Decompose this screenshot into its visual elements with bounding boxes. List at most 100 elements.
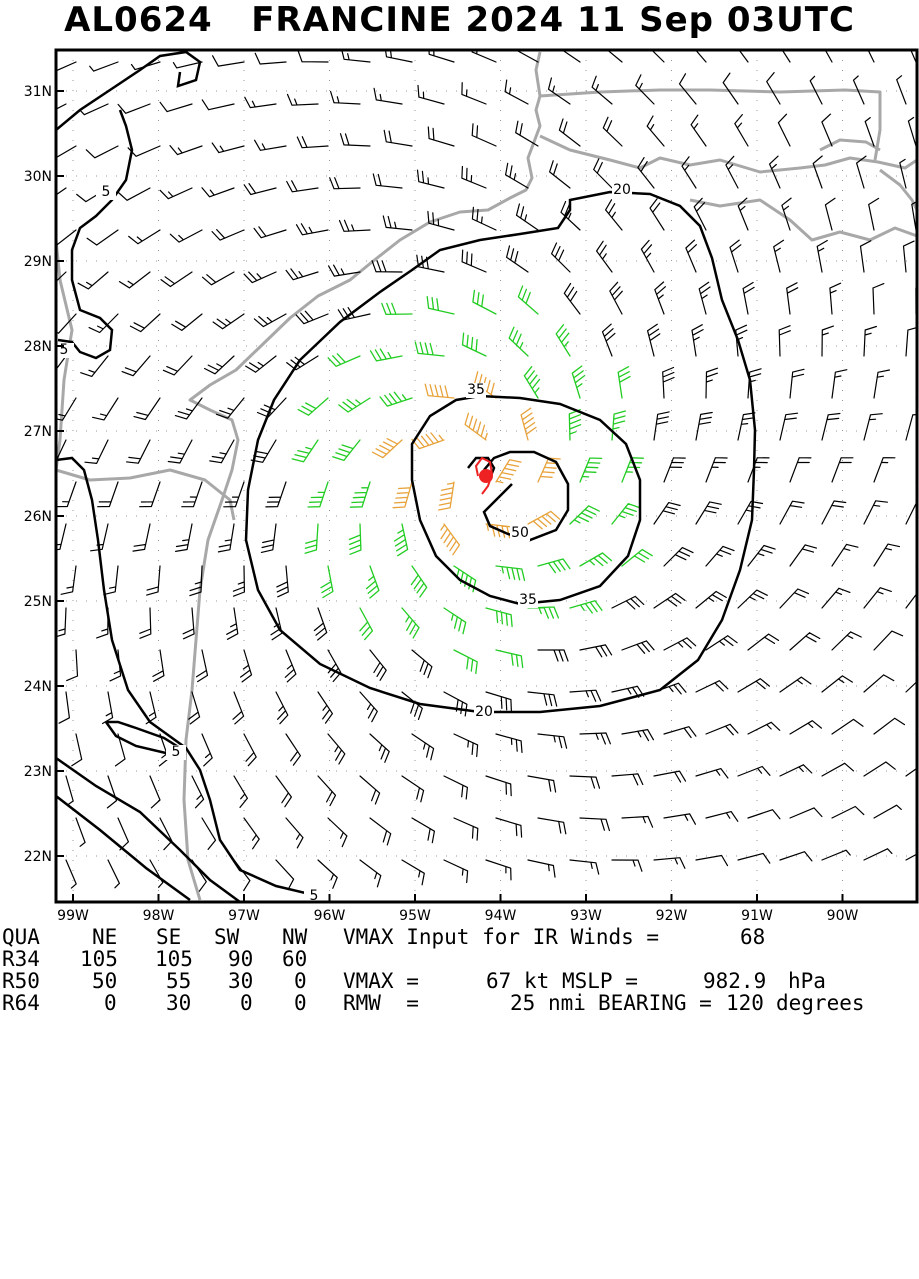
wind-barb (317, 775, 337, 807)
wind-barb (873, 369, 890, 399)
wind-barb (223, 481, 245, 508)
wind-barb (411, 432, 445, 450)
wind-barb (66, 649, 79, 682)
mslp-value: 982.9 (703, 969, 767, 993)
contour-50-inner (467, 456, 496, 479)
wind-barb (558, 118, 581, 147)
wind-barb (569, 600, 603, 614)
wind-barb (101, 691, 114, 725)
wind-barb (698, 281, 711, 315)
wind-barb (725, 155, 739, 189)
wind-barb (647, 323, 661, 357)
wind-barb (453, 733, 479, 758)
wind-barb (211, 229, 245, 241)
wind-barb (485, 859, 512, 881)
wind-barb (209, 439, 235, 464)
wind-barb (159, 187, 193, 200)
contour-35-kt (410, 394, 642, 606)
wind-barb (369, 733, 390, 763)
wind-barb (97, 481, 119, 508)
wind-barb (371, 260, 403, 273)
wind-barb (821, 587, 851, 609)
wind-barb (260, 523, 277, 553)
wind-barb (569, 505, 600, 525)
wind-barb (416, 254, 445, 273)
contour-label: 5 (102, 184, 111, 200)
wind-barb (864, 117, 875, 147)
contour-5-kt-south (56, 456, 319, 902)
lat-label-25n: 25N (24, 594, 52, 610)
wind-barb (495, 459, 522, 484)
wind-barb (393, 523, 409, 557)
vmax-value: 67 (486, 969, 512, 993)
wind-barb (621, 815, 654, 828)
wind-barb (338, 219, 371, 232)
lon-label-99w: 99W (57, 908, 89, 924)
wind-barb (58, 691, 70, 724)
wind-barb (250, 439, 277, 463)
wind-barb (905, 413, 917, 441)
wind-barb (416, 169, 445, 189)
vmax-input-label: VMAX Input for IR Winds = (343, 925, 660, 949)
wind-barb (295, 223, 329, 236)
wind-barb (211, 142, 245, 154)
wind-barb (695, 854, 729, 867)
wind-barb (611, 773, 644, 786)
contour-label: 20 (613, 182, 631, 198)
wind-barb (329, 177, 361, 190)
wind-barb (411, 817, 435, 844)
wind-barb (591, 75, 613, 105)
wind-barb (737, 678, 770, 693)
wind-barb (240, 649, 253, 683)
bearing-value: 120 (726, 991, 764, 1015)
contour-label-bg (466, 383, 486, 398)
wind-barb (86, 229, 119, 246)
wind-barb (485, 607, 513, 628)
wind-barb (339, 133, 371, 147)
wind-barb (129, 313, 161, 333)
wind-barb (495, 733, 523, 754)
wind-barb (537, 733, 568, 749)
wind-barb (786, 282, 799, 315)
wind-barb (678, 73, 697, 105)
wind-barb (107, 859, 120, 889)
wind-barb (256, 397, 287, 418)
lon-label-90w: 90W (827, 908, 859, 924)
gulf-coast-east (539, 134, 917, 174)
contour-label: 35 (467, 382, 485, 398)
wind-barb (77, 271, 109, 290)
wind-barb (270, 607, 283, 641)
wind-barb (831, 718, 864, 735)
lon-label-93w: 93W (570, 908, 602, 924)
latitude-axis: 31N 30N 29N 28N 27N 26N 25N 24N 23N 22N (24, 84, 64, 865)
wind-barb (146, 565, 161, 596)
wind-barb (779, 676, 812, 693)
wind-barb (653, 592, 686, 609)
wind-barb (695, 501, 722, 525)
wind-barb (471, 123, 497, 147)
wind-barb (812, 155, 823, 189)
wind-barb (621, 640, 655, 654)
wind-barb (779, 500, 805, 525)
wind-barb (253, 226, 287, 239)
wind-barb (773, 239, 785, 273)
wind-barb (411, 649, 433, 679)
wind-barb (443, 775, 468, 800)
wind-barb (276, 565, 289, 598)
contour-5-kt-nw (56, 50, 202, 360)
wind-barb (579, 457, 603, 483)
wind-barb (504, 79, 529, 105)
wind-barb (695, 590, 727, 609)
wind-barb (332, 439, 361, 462)
r64-nw: 0 (294, 991, 307, 1015)
wind-barb (65, 859, 77, 889)
wind-barb (789, 720, 822, 735)
wind-barb (461, 249, 487, 273)
wind-barb (831, 543, 859, 567)
wind-barb (245, 355, 277, 373)
wind-barb (569, 859, 600, 875)
table-row-r50: R50 50 55 30 0 VMAX = 67 kt MSLP = 982.9… (0, 970, 826, 992)
wind-barb (690, 114, 707, 147)
wind-barb (694, 50, 707, 63)
wind-barb (145, 691, 157, 725)
